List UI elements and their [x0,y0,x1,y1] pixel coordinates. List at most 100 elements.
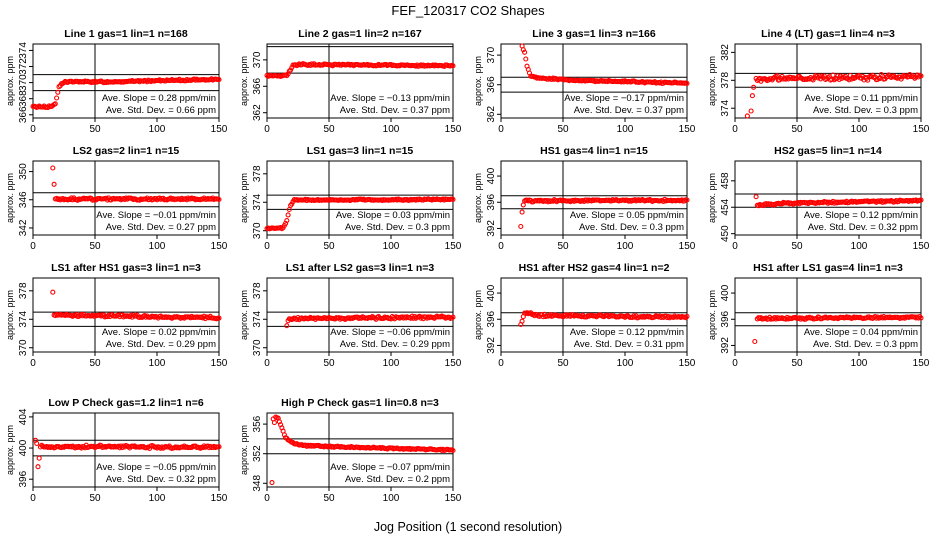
x-tick-label: 0 [498,241,504,252]
panel-5: LS2 gas=2 lin=1 n=15 0 50 100 150 342 346 350ap… [5,145,228,252]
data-point [753,194,759,200]
x-tick-label: 50 [89,493,101,504]
data-point [518,223,524,230]
data-point [283,220,289,226]
data-point [519,209,525,215]
data-points [519,43,690,86]
std-annotation: Ave. Std. Dev. = 0.2 ppm [345,474,450,485]
y-tick-label: 374 [18,310,29,327]
data-point [752,338,758,345]
std-annotation: Ave. Std. Dev. = 0.37 ppm [574,105,684,116]
std-annotation: Ave. Std. Dev. = 0.29 ppm [106,339,216,350]
std-annotation: Ave. Std. Dev. = 0.3 ppm [345,222,450,233]
y-tick-label: 370 [252,51,263,68]
data-point [830,72,836,78]
x-tick-label: 0 [30,493,36,504]
y-tick-label: 366 [18,106,29,123]
panel-title: High P Check gas=1 lin=0.8 n=3 [281,397,439,409]
data-points [753,194,924,209]
y-tick-label: 350 [18,163,29,180]
slope-annotation: Ave. Slope = 0.11 ppm/min [805,93,918,104]
y-axis-label: approx. ppm [707,56,717,106]
y-tick-label: 400 [720,284,731,301]
panel-8: HS2 gas=5 lin=1 n=14 0 50 100 150 450 454 458ap… [707,145,930,252]
data-point [55,89,61,95]
plot-frame [32,277,220,353]
std-annotation: Ave. Std. Dev. = 0.3 ppm [813,339,918,350]
data-points [50,165,222,203]
y-tick-label: 378 [252,165,263,182]
x-tick-label: 0 [498,358,504,369]
y-tick-label: 370 [252,222,263,239]
data-point [684,80,690,86]
slope-annotation: Ave. Slope = −0.07 ppm/min [330,462,450,473]
panel-12: HS1 after LS1 gas=4 lin=1 n=3 0 50 100 150 39… [707,262,930,369]
data-point [523,56,529,62]
y-tick-label: 392 [486,337,497,354]
y-tick-label: 378 [18,282,29,299]
std-annotation: Ave. Std. Dev. = 0.32 ppm [106,474,216,485]
x-tick-label: 50 [791,241,803,252]
x-tick-label: 100 [851,241,868,252]
x-tick-label: 100 [617,358,634,369]
y-axis-label: approx. ppm [707,290,717,340]
y-tick-label: 400 [18,439,29,456]
panel-title: LS2 gas=2 lin=1 n=15 [73,145,180,157]
data-point [918,73,924,79]
x-tick-label: 50 [557,241,569,252]
y-axis-label: approx. ppm [473,56,483,106]
y-axis-label: approx. ppm [5,290,15,340]
x-tick-label: 50 [323,493,335,504]
plot-frame [734,43,922,119]
data-point [52,101,58,107]
x-tick-label: 0 [30,124,36,135]
data-point [216,315,222,321]
x-tick-label: 50 [557,358,569,369]
panel-2: Line 2 gas=1 lin=2 n=167 0 50 100 150 362 366 3… [239,28,462,135]
x-tick-label: 150 [211,124,228,135]
slope-annotation: Ave. Slope = −0.01 ppm/min [96,210,216,221]
x-tick-label: 50 [323,358,335,369]
y-tick-label: 374 [18,42,29,59]
y-axis-label: approx. ppm [239,173,249,223]
std-annotation: Ave. Std. Dev. = 0.31 ppm [574,339,684,350]
y-tick-label: 454 [720,198,731,215]
data-point [289,65,295,71]
data-point [34,440,40,446]
x-tick-label: 0 [30,358,36,369]
slope-annotation: Ave. Slope = 0.12 ppm/min [570,327,684,338]
x-tick-label: 150 [211,358,228,369]
x-tick-label: 100 [383,493,400,504]
x-tick-label: 50 [323,241,335,252]
data-point [450,314,456,320]
panel-7: HS1 gas=4 lin=1 n=15 0 50 100 150 392 396 400ap… [473,145,696,252]
y-axis-label: approx. ppm [239,56,249,106]
data-point [284,218,290,224]
data-point [684,313,690,319]
x-tick-label: 0 [732,358,738,369]
panel-title: Line 1 gas=1 lin=1 n=168 [64,28,188,40]
data-point [450,447,456,454]
data-point [413,315,419,321]
x-tick-label: 100 [149,358,166,369]
x-tick-label: 0 [732,241,738,252]
data-point [519,318,525,324]
data-point [285,71,291,77]
panel-title: HS1 after HS2 gas=4 lin=1 n=2 [519,262,670,274]
data-point [285,212,291,218]
data-point [54,95,60,101]
y-tick-label: 370 [252,339,263,356]
y-tick-label: 378 [252,282,263,299]
x-tick-label: 150 [445,241,462,252]
panel-4: Line 4 (LT) gas=1 lin=4 n=3 0 50 100 150 374 3… [707,28,930,135]
panel-title: HS1 gas=4 lin=1 n=15 [540,145,648,157]
slope-annotation: Ave. Slope = 0.05 ppm/min [570,210,684,221]
panel-title: HS2 gas=5 lin=1 n=14 [774,145,882,157]
panel-title: Low P Check gas=1.2 lin=1 n=6 [48,397,203,409]
x-tick-label: 0 [264,493,270,504]
panel-title: HS1 after LS1 gas=4 lin=1 n=3 [753,262,903,274]
x-tick-label: 50 [791,124,803,135]
y-tick-label: 404 [18,408,29,425]
data-point [875,76,881,83]
data-point [749,93,755,99]
